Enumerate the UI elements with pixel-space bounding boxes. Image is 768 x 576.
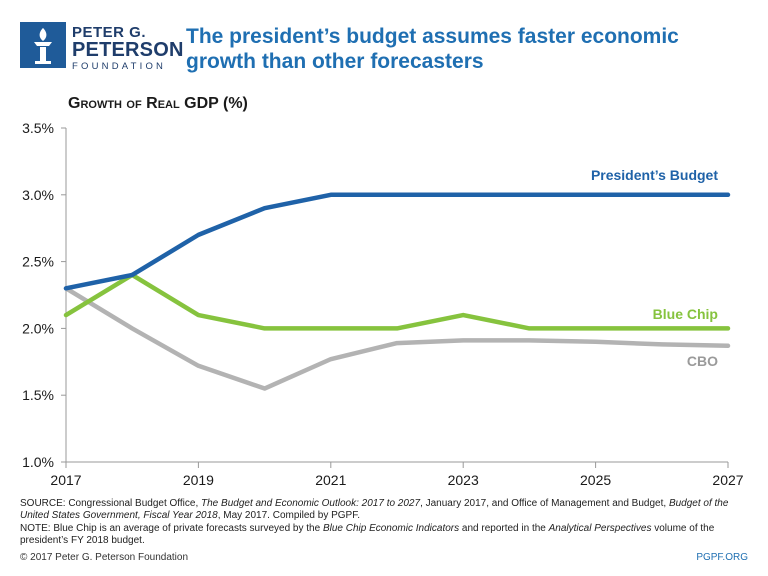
x-tick-label: 2025 <box>580 472 611 488</box>
y-tick-label: 2.0% <box>22 320 54 336</box>
y-tick-label: 1.0% <box>22 454 54 470</box>
pgpf-logo: PETER G. PETERSON FOUNDATION <box>20 22 183 72</box>
series-label-cbo: CBO <box>687 353 718 369</box>
series-label-president-s-budget: President’s Budget <box>591 167 718 183</box>
x-tick-label: 2027 <box>712 472 743 488</box>
logo-line-3: FOUNDATION <box>72 61 167 72</box>
series-lines <box>63 192 731 391</box>
website-link[interactable]: PGPF.ORG <box>696 552 748 563</box>
copyright-text: © 2017 Peter G. Peterson Foundation <box>20 552 189 563</box>
series-line-cbo <box>63 286 731 391</box>
y-tick-label: 3.0% <box>22 187 54 203</box>
x-tick-label: 2021 <box>315 472 346 488</box>
note-line: NOTE: Blue Chip is an average of private… <box>20 522 715 547</box>
series-line-blue-chip <box>63 272 731 331</box>
source-notes: SOURCE: Congressional Budget Office, The… <box>20 498 750 548</box>
x-tick-label: 2019 <box>183 472 214 488</box>
source-line: SOURCE: Congressional Budget Office, The… <box>20 498 729 522</box>
series-labels: CBO Blue Chip President’s Budget <box>591 167 718 369</box>
y-tick-label: 3.5% <box>22 120 54 136</box>
chart-axes <box>61 127 729 468</box>
chart-headline: The president’s budget assumes faster ec… <box>186 25 679 73</box>
logo-line-1: PETER G. <box>72 24 147 41</box>
series-line-president-s-budget <box>63 192 731 291</box>
y-tick-label: 2.5% <box>22 254 54 270</box>
x-tick-label: 2023 <box>448 472 479 488</box>
y-tick-labels: 1.0% 1.5% 2.0% 2.5% 3.0% 3.5% <box>22 120 54 470</box>
gdp-growth-line-chart: Growth of Real GDP (%) 1.0% 1.5% 2.0% 2.5% 3… <box>22 95 744 488</box>
x-tick-label: 2017 <box>50 472 81 488</box>
torch-logo-icon <box>20 22 66 68</box>
x-tick-labels: 2017 2019 2021 2023 2025 2027 <box>50 472 743 488</box>
series-label-blue-chip: Blue Chip <box>653 306 718 322</box>
y-tick-label: 1.5% <box>22 387 54 403</box>
logo-line-2: PETERSON <box>72 39 184 61</box>
y-axis-title: Growth of Real GDP (%) <box>68 95 248 112</box>
